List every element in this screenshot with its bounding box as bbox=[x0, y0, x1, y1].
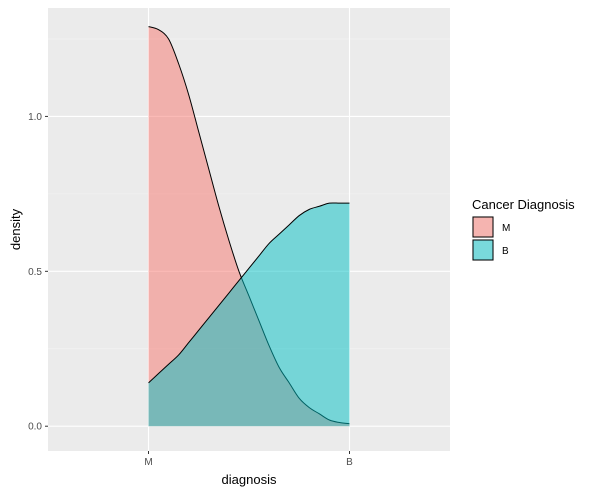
legend-key-B bbox=[472, 239, 494, 261]
legend: Cancer Diagnosis M B bbox=[472, 197, 575, 261]
x-axis-title: diagnosis bbox=[222, 472, 277, 487]
y-tick-label: 0.0 bbox=[28, 422, 42, 433]
y-tick-label: 1.0 bbox=[28, 112, 42, 123]
y-axis: 0.0 0.5 1.0 bbox=[28, 112, 48, 433]
x-tick-label: B bbox=[346, 457, 353, 468]
y-axis-title: density bbox=[8, 208, 23, 250]
legend-title: Cancer Diagnosis bbox=[472, 197, 575, 212]
x-tick-label: M bbox=[144, 457, 152, 468]
y-tick-label: 0.5 bbox=[28, 267, 42, 278]
legend-key-M bbox=[472, 216, 494, 238]
legend-label-B: B bbox=[502, 246, 509, 257]
density-area-M bbox=[148, 26, 350, 427]
density-areas bbox=[148, 26, 350, 427]
legend-label-M: M bbox=[502, 223, 510, 234]
density-area-B bbox=[148, 202, 350, 427]
density-line-B bbox=[148, 202, 350, 384]
